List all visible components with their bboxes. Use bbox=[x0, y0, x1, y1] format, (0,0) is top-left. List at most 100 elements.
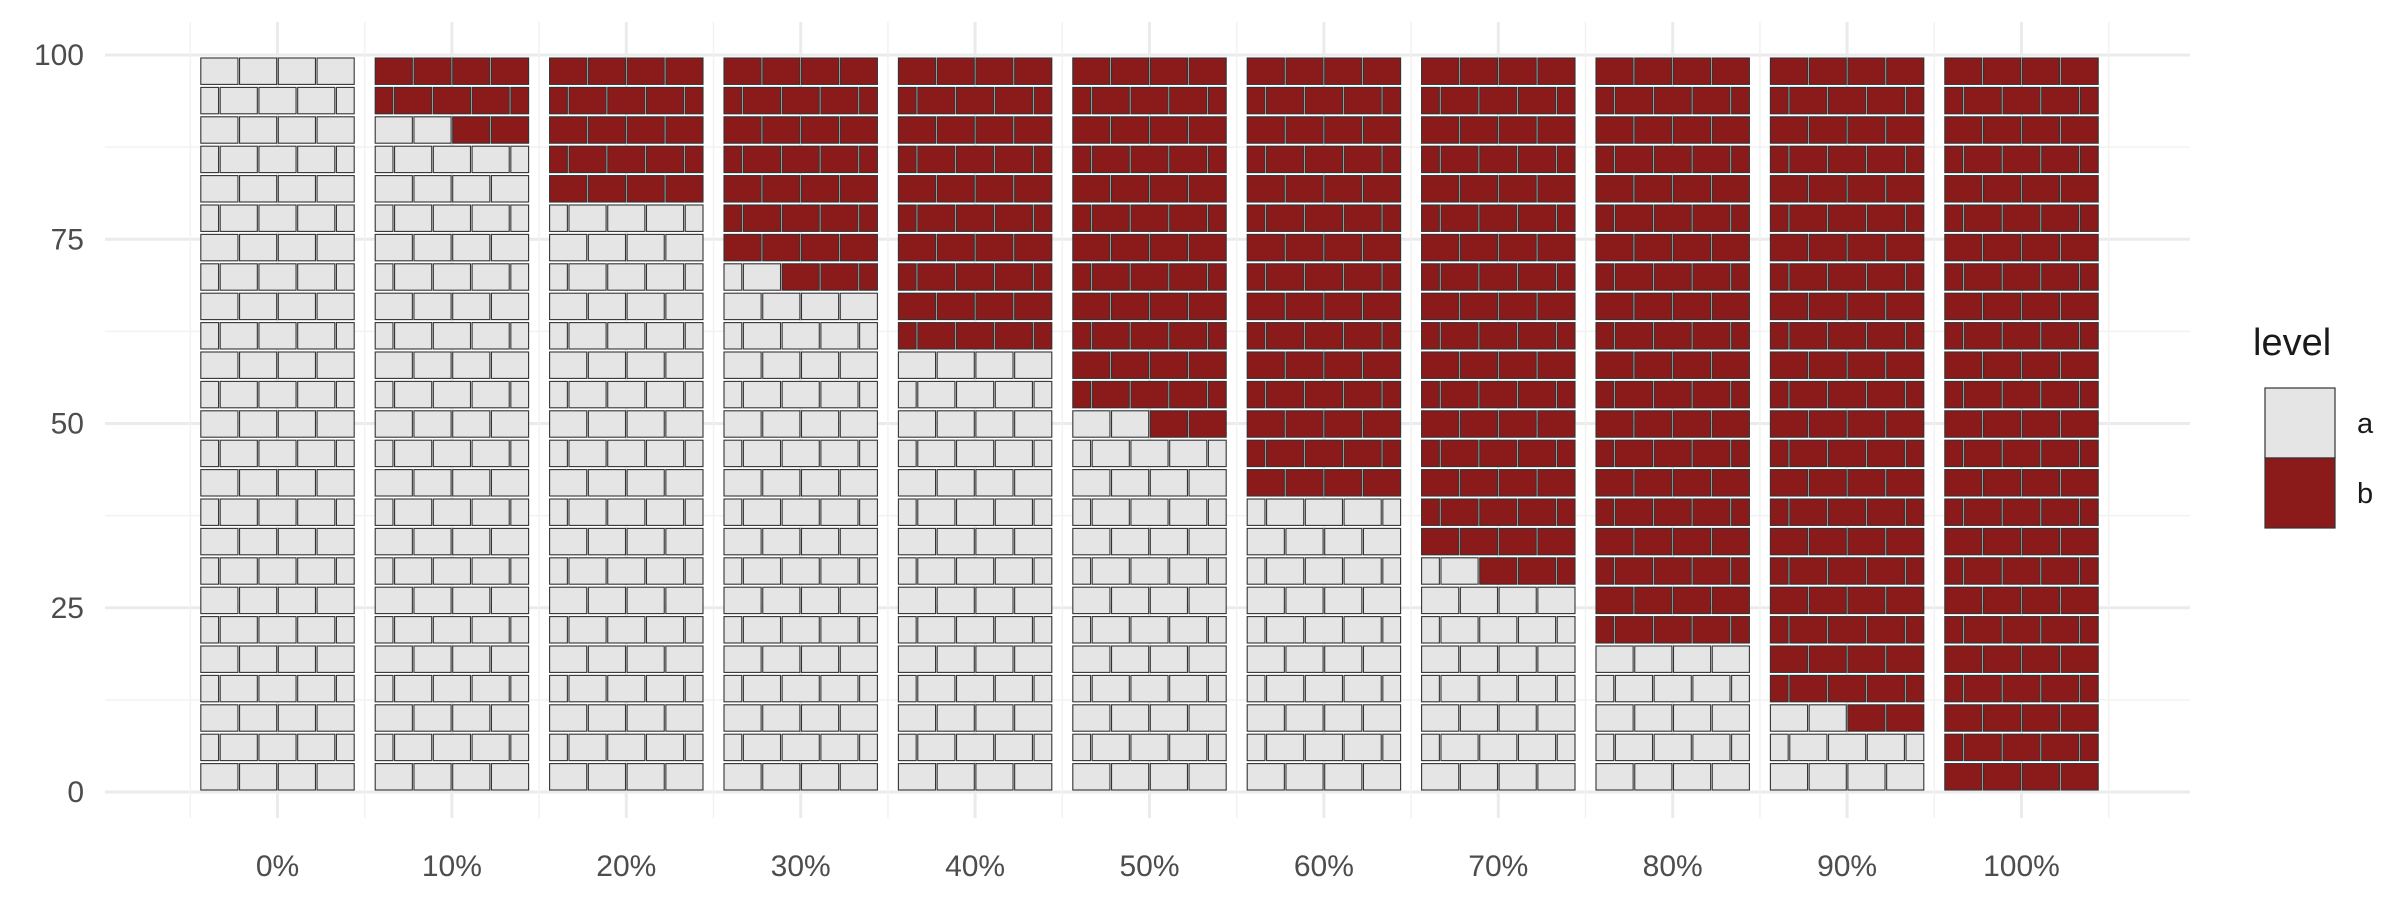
brick-a bbox=[258, 616, 297, 644]
brick-b bbox=[723, 86, 743, 115]
brick-a bbox=[645, 204, 685, 232]
brick-a bbox=[471, 263, 510, 291]
brick-b bbox=[1459, 233, 1499, 262]
brick-a bbox=[607, 263, 646, 291]
brick-b bbox=[1983, 116, 2022, 144]
brick-b bbox=[1111, 57, 1150, 85]
brick-a bbox=[1498, 704, 1537, 732]
brick-a bbox=[1556, 616, 1576, 644]
brick-b bbox=[1440, 380, 1479, 409]
brick-b bbox=[742, 86, 782, 115]
brick-a bbox=[762, 645, 801, 673]
brick-b bbox=[1827, 86, 1867, 115]
brick-b bbox=[1866, 439, 1905, 468]
brick-b bbox=[1905, 557, 1925, 585]
brick-a bbox=[335, 616, 355, 644]
brick-b bbox=[1769, 86, 1789, 115]
brick-a bbox=[1324, 527, 1363, 556]
brick-b bbox=[1537, 410, 1576, 438]
brick-b bbox=[1498, 292, 1537, 321]
brick-a bbox=[1731, 674, 1750, 703]
brick-a bbox=[955, 557, 995, 585]
brick-a bbox=[413, 351, 452, 379]
brick-a bbox=[490, 410, 530, 438]
brick-b bbox=[1672, 116, 1712, 144]
brick-a bbox=[510, 145, 530, 174]
brick-b bbox=[645, 145, 685, 174]
brick-b bbox=[1343, 322, 1382, 350]
brick-a bbox=[897, 674, 917, 703]
brick-b bbox=[2041, 322, 2080, 350]
brick-a bbox=[800, 292, 840, 321]
brick-a bbox=[665, 233, 704, 262]
brick-b bbox=[1731, 380, 1750, 409]
brick-a bbox=[1498, 763, 1537, 791]
brick-a bbox=[568, 380, 607, 409]
brick-a bbox=[1246, 498, 1266, 526]
brick-a bbox=[239, 116, 278, 144]
brick-a bbox=[1556, 674, 1576, 703]
brick-b bbox=[1130, 322, 1169, 350]
brick-a bbox=[374, 586, 413, 615]
brick-a bbox=[1421, 586, 1460, 615]
brick-b bbox=[1537, 469, 1576, 497]
brick-a bbox=[316, 704, 355, 732]
brick-a bbox=[510, 733, 530, 762]
brick-a bbox=[859, 674, 878, 703]
brick-b bbox=[1556, 263, 1576, 291]
brick-b bbox=[1169, 86, 1208, 115]
brick-a bbox=[1111, 763, 1150, 791]
brick-a bbox=[587, 469, 627, 497]
brick-a bbox=[335, 263, 355, 291]
brick-a bbox=[200, 763, 239, 791]
brick-b bbox=[2060, 175, 2099, 203]
brick-b bbox=[897, 263, 917, 291]
brick-a bbox=[1711, 645, 1750, 673]
brick-a bbox=[1072, 586, 1111, 615]
brick-a bbox=[200, 674, 220, 703]
brick-a bbox=[1537, 763, 1576, 791]
brick-b bbox=[1459, 292, 1499, 321]
brick-b bbox=[1595, 439, 1615, 468]
brick-a bbox=[568, 616, 607, 644]
brick-a bbox=[1537, 645, 1576, 673]
brick-b bbox=[1421, 439, 1440, 468]
brick-b bbox=[1479, 86, 1518, 115]
brick-b bbox=[1421, 263, 1440, 291]
brick-b bbox=[742, 204, 782, 232]
brick-b bbox=[975, 292, 1014, 321]
brick-a bbox=[762, 704, 801, 732]
brick-b bbox=[1692, 616, 1731, 644]
brick-a bbox=[587, 527, 627, 556]
brick-a bbox=[1459, 645, 1499, 673]
brick-a bbox=[471, 733, 510, 762]
legend-title: level bbox=[2253, 322, 2331, 364]
brick-b bbox=[1207, 86, 1227, 115]
brick-b bbox=[1517, 145, 1557, 174]
brick-b bbox=[2041, 86, 2080, 115]
brick-b bbox=[1711, 351, 1750, 379]
brick-b bbox=[1246, 145, 1266, 174]
brick-b bbox=[1827, 380, 1867, 409]
brick-b bbox=[2002, 263, 2041, 291]
brick-b bbox=[1866, 380, 1905, 409]
brick-b bbox=[1808, 351, 1847, 379]
brick-a bbox=[684, 439, 704, 468]
brick-b bbox=[2002, 733, 2041, 762]
brick-b bbox=[1886, 469, 1925, 497]
brick-b bbox=[1769, 204, 1789, 232]
brick-a bbox=[471, 322, 510, 350]
brick-a bbox=[723, 763, 762, 791]
brick-b bbox=[1653, 263, 1692, 291]
brick-a bbox=[994, 498, 1033, 526]
brick-b bbox=[1072, 292, 1111, 321]
brick-a bbox=[1479, 674, 1518, 703]
brick-b bbox=[1188, 57, 1227, 85]
brick-a bbox=[665, 586, 704, 615]
brick-a bbox=[645, 616, 685, 644]
column-0% bbox=[200, 57, 355, 791]
brick-a bbox=[859, 322, 878, 350]
brick-b bbox=[917, 86, 956, 115]
brick-b bbox=[1595, 86, 1615, 115]
brick-a bbox=[452, 351, 491, 379]
